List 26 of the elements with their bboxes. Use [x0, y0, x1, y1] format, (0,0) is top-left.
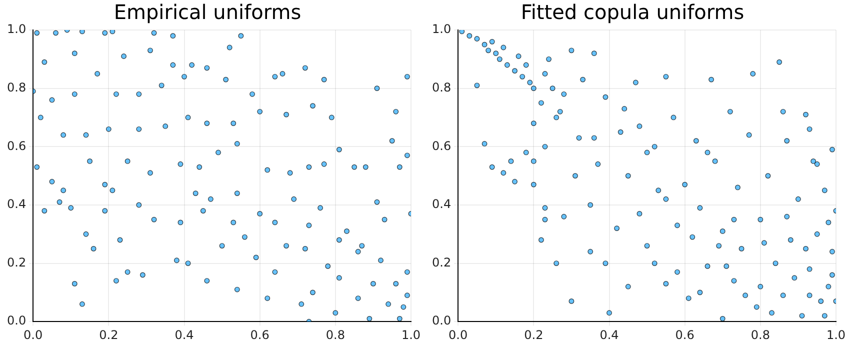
- x-tick-label: 0.0: [448, 328, 468, 342]
- y-tick-label: 0.8: [6, 80, 26, 94]
- x-tick-label: 1.0: [401, 328, 421, 342]
- x-tick-label: 0.4: [600, 328, 619, 342]
- x-tick-label: 0.2: [99, 328, 118, 342]
- y-tick-label: 1.0: [6, 22, 26, 36]
- y-tick-label: 0.0: [6, 314, 26, 328]
- y-tick-label: 0.4: [6, 197, 26, 212]
- x-tick-label: 0.0: [24, 328, 43, 342]
- y-tick-label: 0.0: [432, 314, 452, 328]
- y-tick-label: 0.4: [432, 197, 452, 212]
- chart-title: Empirical uniforms: [114, 0, 302, 24]
- chart-title: Fitted copula uniforms: [520, 0, 744, 24]
- y-tick-label: 1.0: [432, 22, 452, 36]
- x-tick-label: 0.8: [750, 328, 770, 342]
- x-tick-label: 0.6: [675, 328, 694, 342]
- x-tick-label: 0.6: [250, 328, 270, 342]
- y-tick-label: 0.2: [432, 255, 452, 270]
- y-tick-label: 0.6: [6, 138, 26, 153]
- x-tick-label: 0.2: [524, 328, 544, 342]
- y-tick-label: 0.8: [432, 80, 452, 94]
- y-tick-label: 0.2: [6, 255, 26, 270]
- x-tick-label: 0.4: [174, 328, 194, 342]
- x-tick-label: 0.8: [326, 328, 345, 342]
- y-tick-label: 0.6: [432, 138, 452, 153]
- x-tick-label: 1.0: [826, 328, 846, 342]
